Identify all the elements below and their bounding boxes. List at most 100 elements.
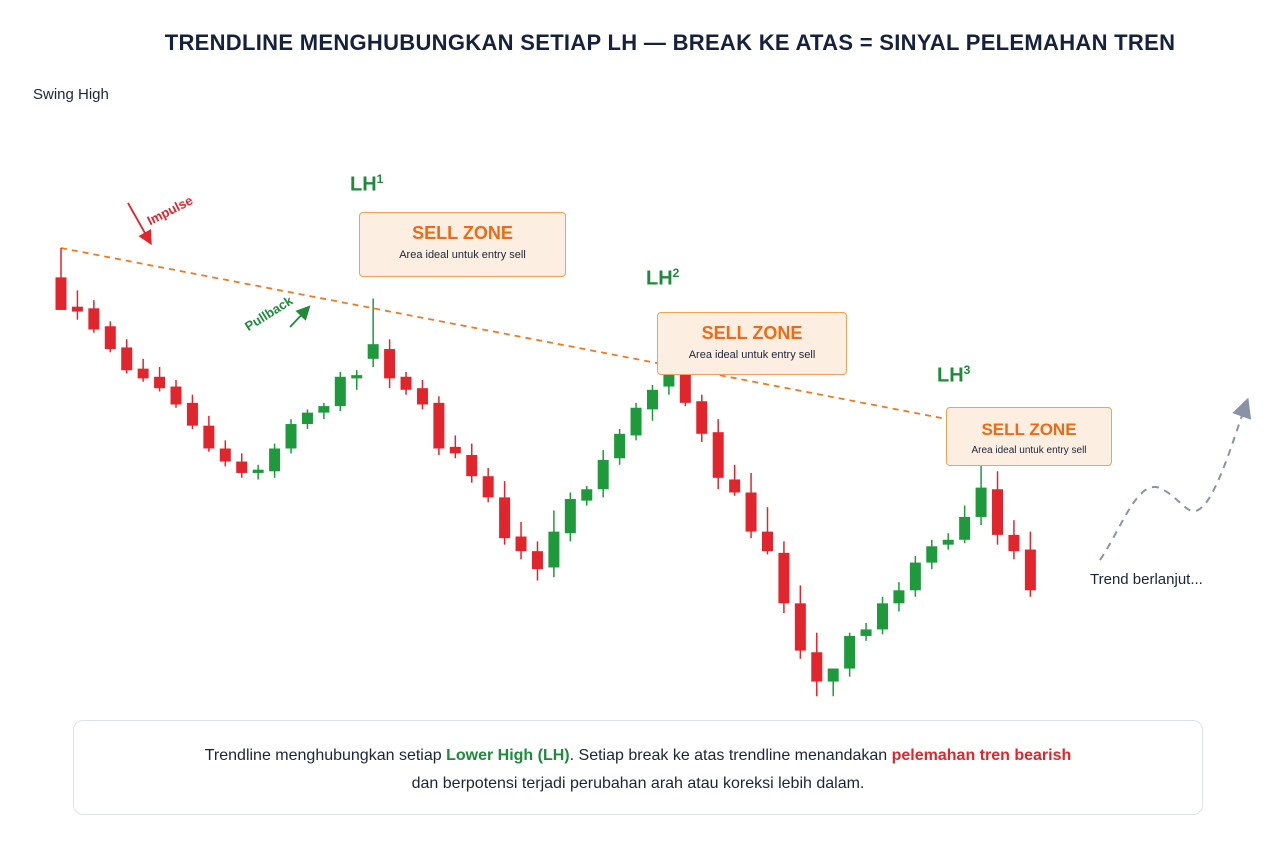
candle — [203, 415, 215, 452]
explanation-text: Trendline menghubungkan setiap — [204, 747, 447, 764]
candle — [269, 443, 281, 478]
candle — [1024, 531, 1036, 597]
candle — [942, 533, 954, 550]
candle — [301, 409, 313, 429]
candle-body — [88, 308, 100, 330]
candle-body — [318, 406, 330, 413]
sell-zone-title: SELL ZONE — [981, 420, 1077, 439]
candle — [449, 435, 461, 459]
candle-body — [285, 424, 297, 449]
sell-zone-2: SELL ZONE Area ideal untuk entry sell — [657, 312, 847, 375]
candle — [1008, 520, 1020, 560]
candle-body — [581, 489, 593, 501]
candle — [794, 585, 806, 659]
lh3-sup: 3 — [963, 363, 971, 377]
candle — [433, 396, 445, 456]
candle — [482, 468, 494, 503]
sell-zone-subtitle: Area ideal untuk entry sell — [399, 249, 526, 261]
candle-body — [186, 402, 198, 426]
candle-body — [55, 277, 67, 310]
candle-body — [121, 347, 133, 371]
candle-body — [531, 551, 543, 570]
candle — [466, 443, 478, 483]
candle — [400, 371, 412, 395]
candle — [877, 596, 888, 635]
trend-continuation-arrow — [1099, 397, 1252, 561]
candle-body — [1008, 534, 1020, 552]
candle-body — [236, 461, 248, 473]
lh2-label: LH2 — [646, 266, 679, 291]
candle — [893, 582, 905, 612]
candle-body — [975, 487, 987, 517]
lh1-label: LH1 — [350, 172, 383, 197]
sell-zone-3: SELL ZONE Area ideal untuk entry sell — [946, 407, 1112, 466]
pullback-arrow — [289, 305, 311, 328]
candle — [729, 464, 741, 496]
candle — [564, 492, 576, 542]
candle — [778, 541, 790, 614]
candle-body — [1024, 549, 1036, 591]
candle — [285, 419, 297, 454]
candle-body — [992, 489, 1004, 535]
candle-body — [745, 492, 757, 532]
candle-body — [482, 476, 494, 498]
candle-body — [926, 546, 938, 563]
trend-continues-label: Trend berlanjut... — [1090, 571, 1203, 588]
candle-body — [942, 539, 954, 545]
bearish-weakening-highlight: pelemahan tren bearish — [891, 747, 1072, 764]
candle-body — [844, 635, 856, 669]
sell-zone-subtitle: Area ideal untuk entry sell — [688, 349, 816, 361]
candle — [219, 440, 231, 467]
candle — [55, 248, 67, 310]
candle — [351, 370, 363, 390]
candle-body — [564, 499, 576, 534]
candle-body — [860, 629, 872, 636]
candle — [761, 507, 773, 555]
candle — [860, 622, 872, 641]
candle — [236, 453, 248, 478]
candle-body — [877, 603, 888, 630]
candle-body — [794, 603, 806, 651]
impulse-arrow — [127, 202, 152, 246]
candle-body — [696, 401, 708, 434]
candle — [137, 358, 149, 382]
candle-body — [778, 552, 790, 604]
candle-body — [433, 402, 445, 449]
sell-zone-subtitle: Area ideal untuk entry sell — [971, 445, 1087, 456]
sell-zone-title: SELL ZONE — [701, 323, 803, 343]
candle — [367, 298, 379, 367]
swing-high-label: Swing High — [33, 86, 109, 103]
candle — [515, 521, 527, 560]
candle — [614, 428, 626, 465]
candle — [959, 505, 971, 544]
candle-body — [712, 432, 724, 478]
candle-body — [959, 516, 971, 540]
candle-body — [384, 349, 396, 379]
candle-body — [811, 652, 823, 682]
candle — [318, 402, 330, 420]
candle — [88, 300, 100, 333]
candle-body — [614, 433, 626, 459]
candle-body — [548, 531, 560, 568]
explanation-line-1: Trendline menghubungkan setiap Lower Hig… — [74, 742, 1202, 770]
candle — [170, 380, 182, 408]
candle-body — [203, 425, 215, 449]
candle — [384, 339, 396, 389]
sell-zone-1: SELL ZONE Area ideal untuk entry sell — [359, 212, 566, 277]
candle-body — [646, 389, 658, 410]
candle — [104, 321, 116, 353]
candle-body — [416, 388, 428, 405]
candle-body — [827, 668, 839, 682]
candle-body — [269, 448, 281, 472]
candle — [71, 290, 83, 320]
candle — [696, 394, 708, 442]
lh2-sup: 2 — [672, 266, 680, 280]
candle — [926, 539, 938, 570]
candle — [712, 419, 724, 490]
candle — [531, 541, 543, 581]
candle — [121, 339, 133, 374]
candle-body — [893, 590, 905, 604]
candle-body — [761, 531, 773, 552]
candle-body — [449, 446, 461, 454]
candle-body — [499, 497, 511, 539]
